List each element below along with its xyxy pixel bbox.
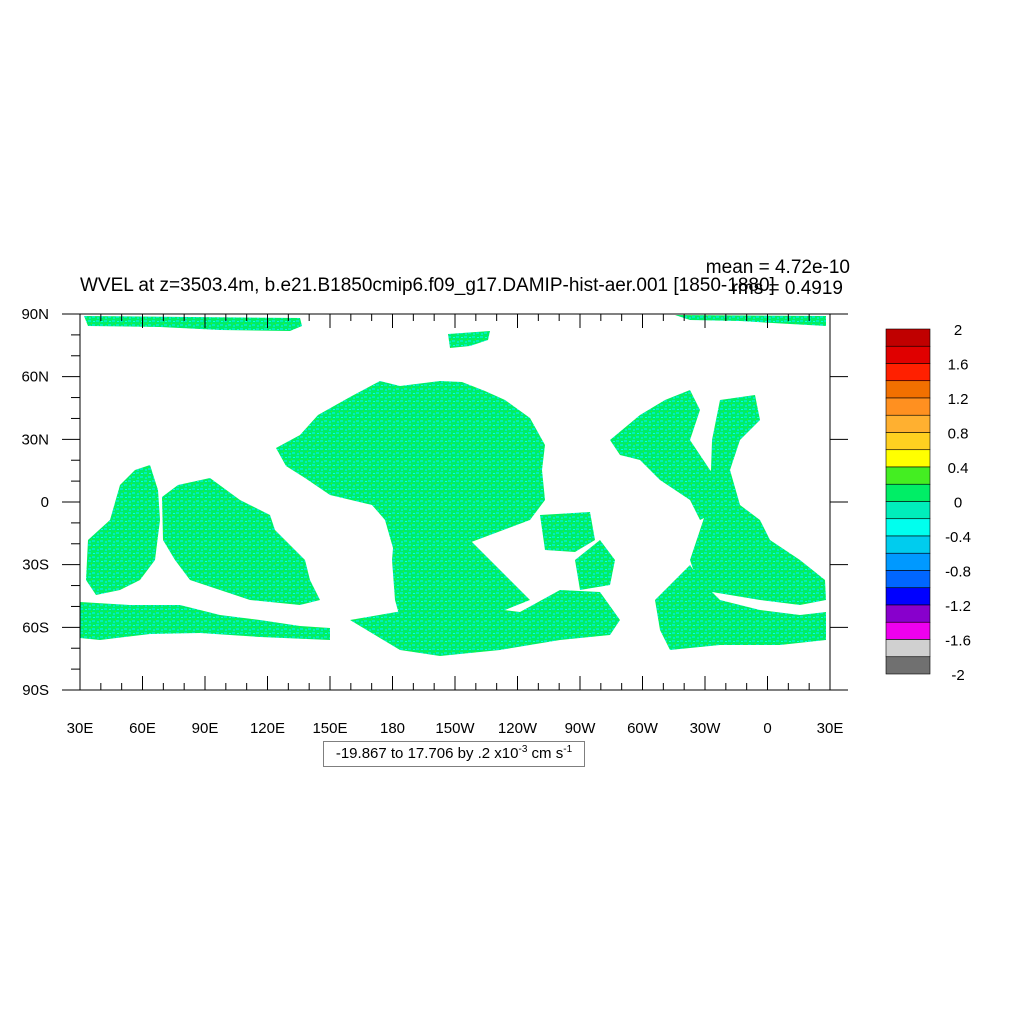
field-region-north-atlantic xyxy=(610,390,730,520)
field-region-southern-west xyxy=(80,602,330,640)
colorbar-swatch xyxy=(885,656,931,675)
contour-range-label: -19.867 to 17.706 by .2 x10-3 cm s-1 xyxy=(323,741,585,767)
colorbar-swatch xyxy=(885,501,931,520)
mean-label: mean = 4.72e-10 xyxy=(706,257,850,278)
colorbar-swatch xyxy=(885,328,931,347)
x-axis: 30E 60E 90E 120E 150E 180 150W 120W 90W 60W 30W 0 30… xyxy=(67,314,844,737)
range-exponent: -3 xyxy=(518,744,528,755)
colorbar-label: -2 xyxy=(951,667,964,684)
y-tick-label: 60S xyxy=(22,619,49,636)
field-region-chile-basin xyxy=(575,540,615,590)
colorbar-label: -0.8 xyxy=(945,564,971,581)
rms-label: rms = 0.4919 xyxy=(732,278,843,299)
plot-title: WVEL at z=3503.4m, b.e21.B1850cmip6.f09_… xyxy=(80,275,775,296)
colorbar-swatch xyxy=(885,432,931,451)
field-region-arctic-right xyxy=(675,315,826,326)
field-region-south-atlantic xyxy=(655,565,826,650)
y-tick-label: 30S xyxy=(22,557,49,574)
field-region-pacific xyxy=(276,381,545,572)
colorbar-swatch xyxy=(885,397,931,416)
x-tick-label: 90E xyxy=(192,720,219,737)
colorbar-swatch xyxy=(885,604,931,623)
colorbar-swatch xyxy=(885,414,931,433)
range-unit: cm s xyxy=(527,745,564,762)
colorbar-label: 1.2 xyxy=(948,391,969,408)
field-region-arctic-patch xyxy=(448,331,490,348)
colorbar: 2 1.6 1.2 0.8 0.4 0 -0.4 -0.8 -1.2 -1.6 -2 xyxy=(885,322,971,684)
colorbar-swatch xyxy=(885,639,931,658)
field-regions xyxy=(80,315,826,656)
x-tick-label: 90W xyxy=(565,720,597,737)
field-region-pacific-south xyxy=(392,525,530,622)
y-tick-label: 0 xyxy=(41,494,49,511)
colorbar-label: -1.2 xyxy=(945,598,971,615)
colorbar-label: -0.4 xyxy=(945,529,971,546)
colorbar-swatch xyxy=(885,466,931,485)
y-tick-label: 90N xyxy=(21,306,49,323)
colorbar-swatch xyxy=(885,449,931,468)
colorbar-swatch xyxy=(885,345,931,364)
field-region-southern-mid xyxy=(350,590,620,656)
field-region-indian xyxy=(162,478,320,605)
x-tick-label: 120W xyxy=(498,720,538,737)
colorbar-swatch xyxy=(885,363,931,382)
colorbar-label: 0.8 xyxy=(948,426,969,443)
colorbar-swatch xyxy=(885,483,931,502)
colorbar-swatch xyxy=(885,621,931,640)
colorbar-label: 0.4 xyxy=(948,460,969,477)
colorbar-label: 0 xyxy=(954,495,962,512)
x-tick-label: 30W xyxy=(690,720,722,737)
colorbar-label: 1.6 xyxy=(948,357,969,374)
range-unit-exponent: -1 xyxy=(563,744,573,755)
x-tick-label: 30E xyxy=(67,720,94,737)
field-region-se-pacific xyxy=(540,512,595,552)
y-tick-label: 90S xyxy=(22,682,49,699)
y-tick-label: 30N xyxy=(21,431,49,448)
field-region-east-atlantic xyxy=(690,395,826,605)
colorbar-label: 2 xyxy=(954,322,962,339)
range-text: -19.867 to 17.706 by .2 x10 xyxy=(335,745,519,762)
colorbar-swatch xyxy=(885,535,931,554)
x-tick-label: 60W xyxy=(627,720,659,737)
x-tick-label: 120E xyxy=(250,720,285,737)
x-tick-label: 180 xyxy=(380,720,405,737)
x-tick-label: 0 xyxy=(763,720,771,737)
colorbar-swatch xyxy=(885,570,931,589)
x-tick-label: 150W xyxy=(435,720,475,737)
colorbar-label: -1.6 xyxy=(945,633,971,650)
x-tick-label: 30E xyxy=(817,720,844,737)
plot-frame: 30E 60E 90E 120E 150E 180 150W 120W 90W 60W 30W 0 30… xyxy=(21,306,848,737)
x-tick-label: 150E xyxy=(312,720,347,737)
colorbar-swatch xyxy=(885,518,931,537)
colorbar-swatch xyxy=(885,552,931,571)
field-region-arctic-left xyxy=(84,316,302,331)
x-tick-label: 60E xyxy=(129,720,156,737)
y-tick-label: 60N xyxy=(21,369,49,386)
colorbar-swatch xyxy=(885,380,931,399)
field-region-west-indian xyxy=(86,465,160,595)
y-axis: 90N 60N 30N 0 30S 60S 90S xyxy=(21,306,848,699)
colorbar-swatch xyxy=(885,587,931,606)
